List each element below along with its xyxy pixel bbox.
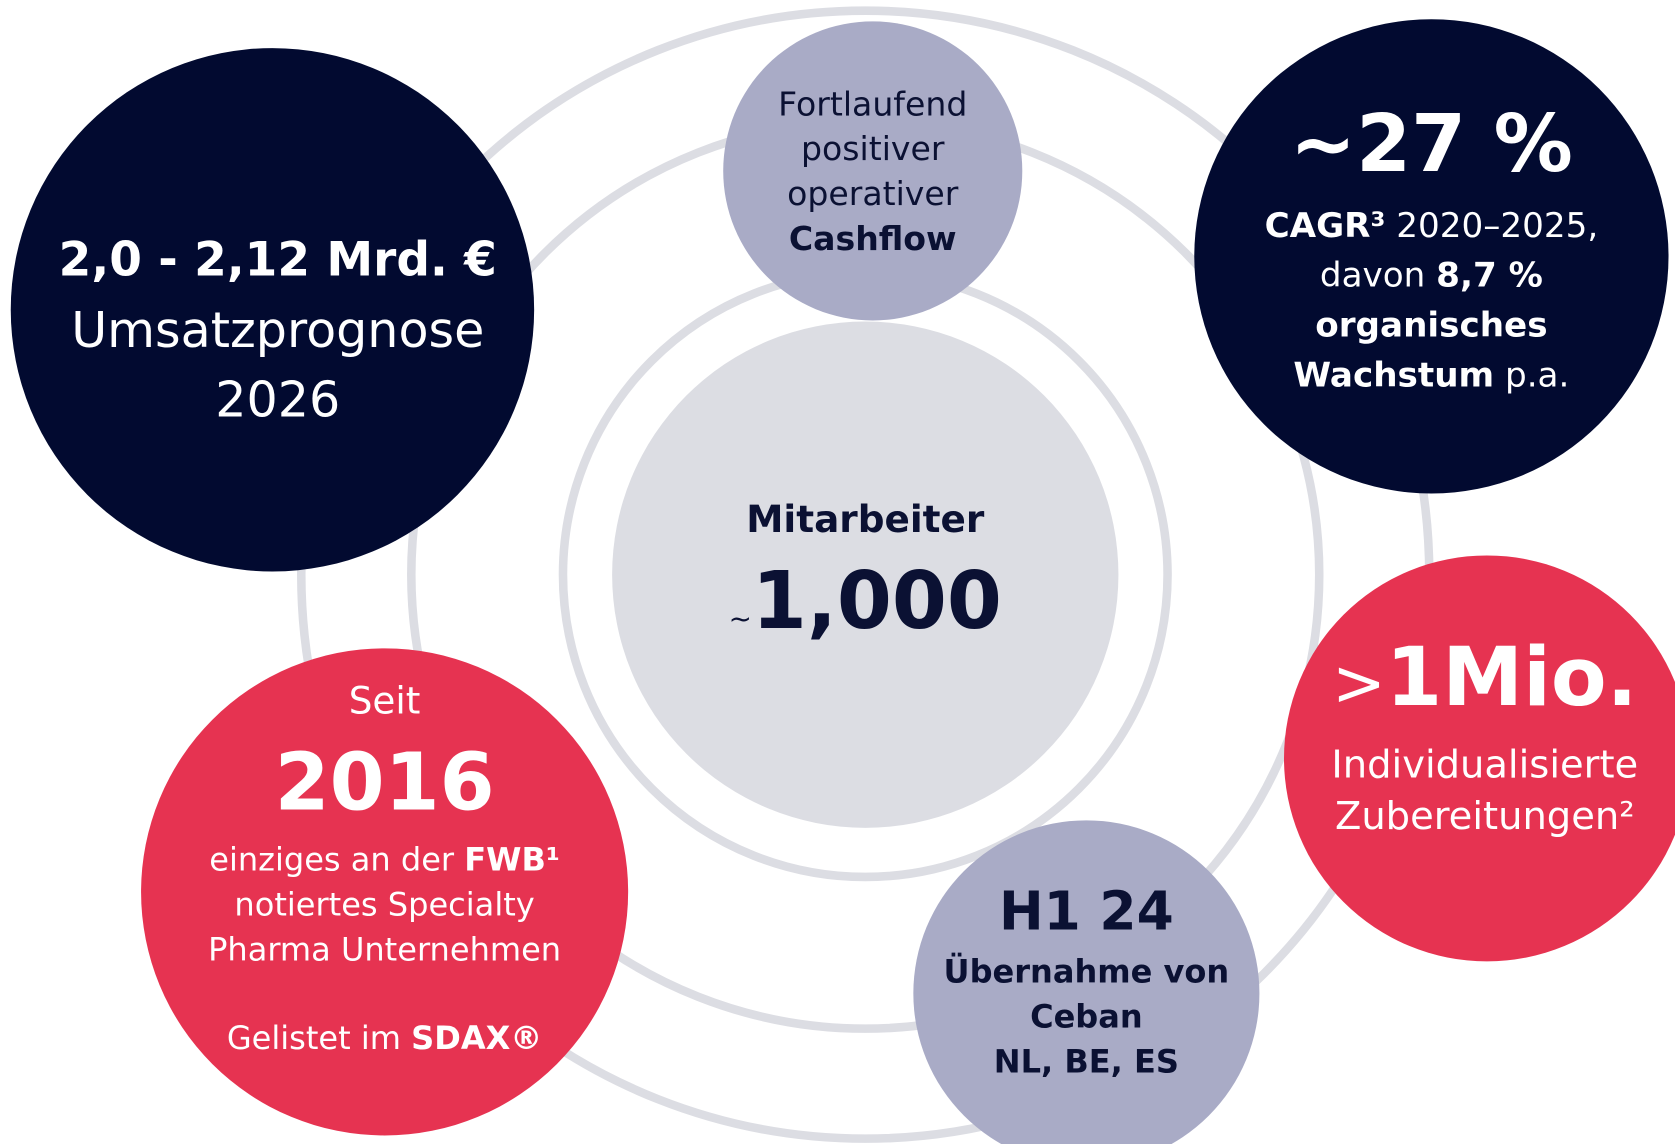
listing-line: einziges an der FWB¹ <box>209 841 560 879</box>
period: 2020–2025, <box>1385 206 1598 246</box>
line1: einziges an der <box>209 841 464 879</box>
wachstum: Wachstum <box>1293 356 1494 396</box>
organic-label: organisches <box>1315 305 1547 345</box>
fwb: FWB¹ <box>464 841 560 879</box>
listing-year: 2016 <box>275 737 495 829</box>
employees-value-line: ~1,000 <box>729 555 1002 647</box>
revenue-year: 2026 <box>215 371 340 429</box>
revenue-value: 2,0 - 2,12 Mrd. € <box>59 233 497 288</box>
cashflow-line: positiver <box>801 129 945 168</box>
revenue-label: Umsatzprognose <box>71 301 484 359</box>
growth-line: CAGR³ 2020–2025, <box>1265 206 1599 246</box>
cashflow-line: operativer <box>787 174 959 213</box>
growth-line: davon 8,7 % <box>1320 255 1543 295</box>
cashflow-bold: Cashflow <box>789 219 957 258</box>
organic: 8,7 % <box>1436 255 1543 295</box>
cashflow-line: Fortlaufend <box>778 84 967 123</box>
revenue-circle <box>10 48 535 572</box>
sdax: SDAX® <box>411 1019 542 1057</box>
listing-line: Gelistet im SDAX® <box>227 1019 543 1057</box>
pa: p.a. <box>1494 356 1569 396</box>
acquisition-title: H1 24 <box>999 879 1174 942</box>
acquisition-circle <box>913 820 1260 1144</box>
listing-circle <box>141 648 629 1136</box>
cagr: CAGR³ <box>1265 206 1386 246</box>
prefix: > <box>1332 647 1386 721</box>
approx: ~ <box>729 602 752 635</box>
listing-line: notiertes Specialty <box>234 885 534 923</box>
center-circle <box>612 321 1119 828</box>
sdax-pre: Gelistet im <box>227 1019 411 1057</box>
preparations-line: Individualisierte <box>1331 743 1638 788</box>
employees-value: 1,000 <box>752 555 1002 647</box>
preparations-line: Zubereitungen² <box>1335 794 1635 839</box>
growth-value: ~27 % <box>1290 98 1573 190</box>
acquisition-line: Ceban <box>1030 998 1143 1036</box>
employees-label: Mitarbeiter <box>746 497 985 541</box>
acquisition-line: Übernahme von <box>944 953 1230 991</box>
growth-circle <box>1194 19 1669 494</box>
growth-line: Wachstum p.a. <box>1293 356 1569 396</box>
listing-line: Pharma Unternehmen <box>208 930 561 968</box>
preparations-value: 1Mio. <box>1386 631 1638 725</box>
preparations-value-line: >1Mio. <box>1332 631 1637 725</box>
cashflow-circle <box>723 21 1023 321</box>
listing-since: Seit <box>349 679 421 723</box>
davon: davon <box>1320 255 1436 295</box>
acquisition-line: NL, BE, ES <box>994 1042 1179 1080</box>
preparations-circle <box>1284 555 1675 962</box>
